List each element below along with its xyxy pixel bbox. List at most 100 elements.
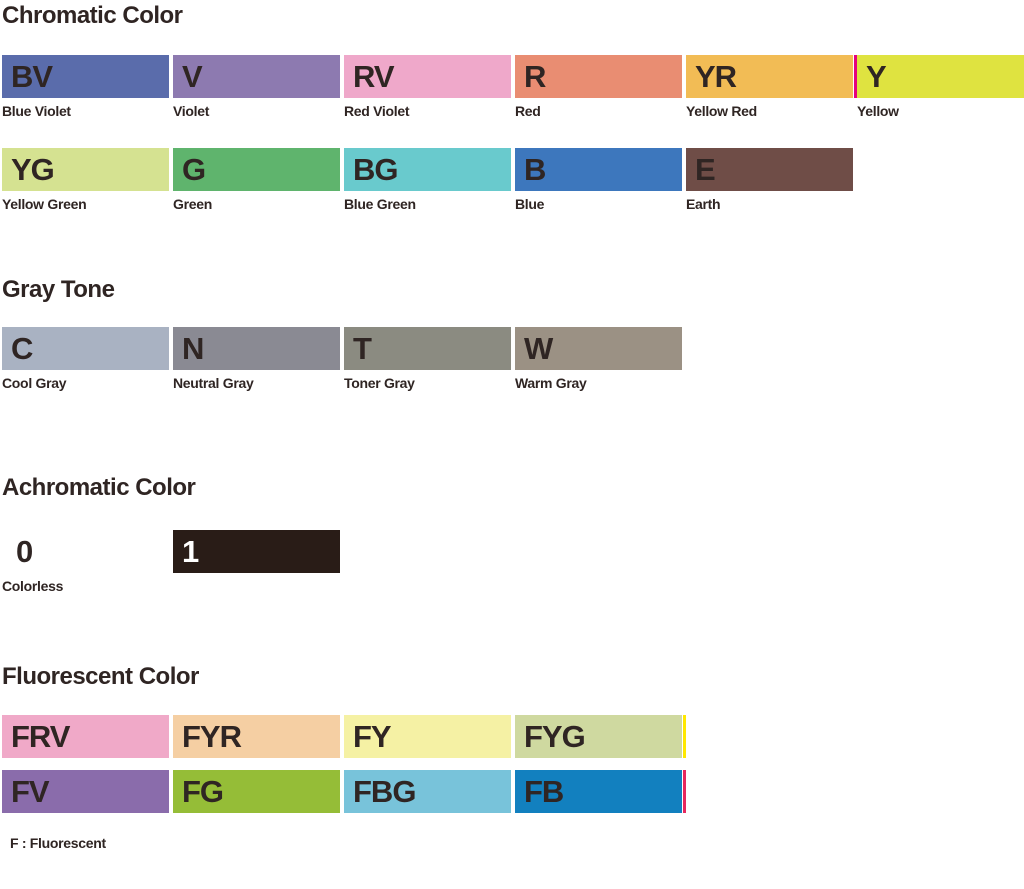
swatch-y-code: Y <box>866 59 887 94</box>
swatch-rv: RV Red Violet <box>344 55 511 119</box>
swatch-yg-bar: YG <box>2 148 169 191</box>
swatch-n-label: Neutral Gray <box>173 375 254 391</box>
print-registration-strip <box>854 55 857 98</box>
swatch-y: Y Yellow <box>857 55 1024 119</box>
swatch-fy-bar: FY <box>344 715 511 758</box>
swatch-0-bar: 0 <box>2 530 169 573</box>
gray-row: C Cool Gray N Neutral Gray T Toner Gray … <box>2 327 682 391</box>
gray-section-title: Gray Tone <box>2 276 115 303</box>
swatch-g-label: Green <box>173 196 212 212</box>
swatch-w-bar: W <box>515 327 682 370</box>
swatch-e-code: E <box>695 152 716 187</box>
swatch-g-bar: G <box>173 148 340 191</box>
swatch-fy-code: FY <box>353 719 392 754</box>
swatch-e-bar: E <box>686 148 853 191</box>
swatch-v: V Violet <box>173 55 340 119</box>
swatch-t-bar: T <box>344 327 511 370</box>
swatch-fb-bar: FB <box>515 770 686 813</box>
swatch-c-label: Cool Gray <box>2 375 67 391</box>
swatch-b-label: Blue <box>515 196 545 212</box>
swatch-yg-label: Yellow Green <box>2 196 87 212</box>
swatch-fg: FG <box>173 770 340 813</box>
swatch-t-label: Toner Gray <box>344 375 415 391</box>
swatch-b-code: B <box>524 152 546 187</box>
fluorescent-row-1: FRV FYR FY FYG <box>2 715 686 758</box>
swatch-fyr: FYR <box>173 715 340 758</box>
swatch-1-bar: 1 <box>173 530 340 573</box>
swatch-fyr-bar: FYR <box>173 715 340 758</box>
print-registration-strip <box>683 715 686 758</box>
swatch-g: G Green <box>173 148 340 212</box>
swatch-t: T Toner Gray <box>344 327 511 391</box>
swatch-n-bar: N <box>173 327 340 370</box>
swatch-fv: FV <box>2 770 169 813</box>
swatch-yg: YG Yellow Green <box>2 148 169 212</box>
swatch-fyg-code: FYG <box>524 719 586 754</box>
swatch-n-code: N <box>182 331 204 366</box>
swatch-r-label: Red <box>515 103 541 119</box>
swatch-yg-code: YG <box>11 152 55 187</box>
swatch-c-code: C <box>11 331 33 366</box>
swatch-yr-bar: YR <box>686 55 857 98</box>
swatch-fbg: FBG <box>344 770 511 813</box>
swatch-fyg: FYG <box>515 715 686 758</box>
swatch-fv-bar: FV <box>2 770 169 813</box>
swatch-frv-code: FRV <box>11 719 70 754</box>
swatch-bv-label: Blue Violet <box>2 103 71 119</box>
swatch-1: 1 <box>173 530 340 594</box>
achromatic-section-title: Achromatic Color <box>2 474 196 501</box>
swatch-v-bar: V <box>173 55 340 98</box>
swatch-fyg-bar: FYG <box>515 715 686 758</box>
swatch-yr-code: YR <box>695 59 737 94</box>
swatch-bg-code: BG <box>353 152 398 187</box>
swatch-bv: BV Blue Violet <box>2 55 169 119</box>
fluorescent-footnote: F : Fluorescent <box>10 835 106 851</box>
swatch-rv-label: Red Violet <box>344 103 410 119</box>
swatch-v-code: V <box>182 59 203 94</box>
swatch-bg: BG Blue Green <box>344 148 511 212</box>
swatch-w-code: W <box>524 331 553 366</box>
swatch-r-bar: R <box>515 55 682 98</box>
swatch-c-bar: C <box>2 327 169 370</box>
swatch-fv-code: FV <box>11 774 50 809</box>
swatch-rv-bar: RV <box>344 55 511 98</box>
swatch-frv-bar: FRV <box>2 715 169 758</box>
swatch-fg-code: FG <box>182 774 224 809</box>
achromatic-row: 0 Colorless 1 <box>2 530 340 594</box>
swatch-b: B Blue <box>515 148 682 212</box>
swatch-w-label: Warm Gray <box>515 375 587 391</box>
swatch-fg-bar: FG <box>173 770 340 813</box>
swatch-fy: FY <box>344 715 511 758</box>
swatch-y-label: Yellow <box>857 103 899 119</box>
print-registration-strip <box>683 770 686 813</box>
swatch-e-label: Earth <box>686 196 721 212</box>
chromatic-section-title: Chromatic Color <box>2 2 183 29</box>
swatch-fb: FB <box>515 770 686 813</box>
swatch-r: R Red <box>515 55 682 119</box>
swatch-t-code: T <box>353 331 372 366</box>
swatch-bg-bar: BG <box>344 148 511 191</box>
swatch-0-code: 0 <box>16 534 33 569</box>
swatch-yr: YR Yellow Red <box>686 55 857 119</box>
fluorescent-row-2: FV FG FBG FB <box>2 770 686 813</box>
swatch-0: 0 Colorless <box>2 530 169 594</box>
swatch-rv-code: RV <box>353 59 395 94</box>
swatch-w: W Warm Gray <box>515 327 682 391</box>
swatch-b-bar: B <box>515 148 682 191</box>
swatch-g-code: G <box>182 152 206 187</box>
swatch-fb-code: FB <box>524 774 564 809</box>
swatch-fbg-bar: FBG <box>344 770 511 813</box>
swatch-frv: FRV <box>2 715 169 758</box>
swatch-c: C Cool Gray <box>2 327 169 391</box>
fluorescent-section-title: Fluorescent Color <box>2 663 199 690</box>
swatch-bg-label: Blue Green <box>344 196 416 212</box>
swatch-bv-code: BV <box>11 59 53 94</box>
chromatic-row-2: YG Yellow Green G Green BG Blue Green B … <box>2 148 853 212</box>
swatch-v-label: Violet <box>173 103 210 119</box>
swatch-y-bar: Y <box>857 55 1024 98</box>
swatch-fbg-code: FBG <box>353 774 416 809</box>
swatch-0-label: Colorless <box>2 578 64 594</box>
swatch-fyr-code: FYR <box>182 719 242 754</box>
swatch-bv-bar: BV <box>2 55 169 98</box>
swatch-1-code: 1 <box>182 534 199 569</box>
